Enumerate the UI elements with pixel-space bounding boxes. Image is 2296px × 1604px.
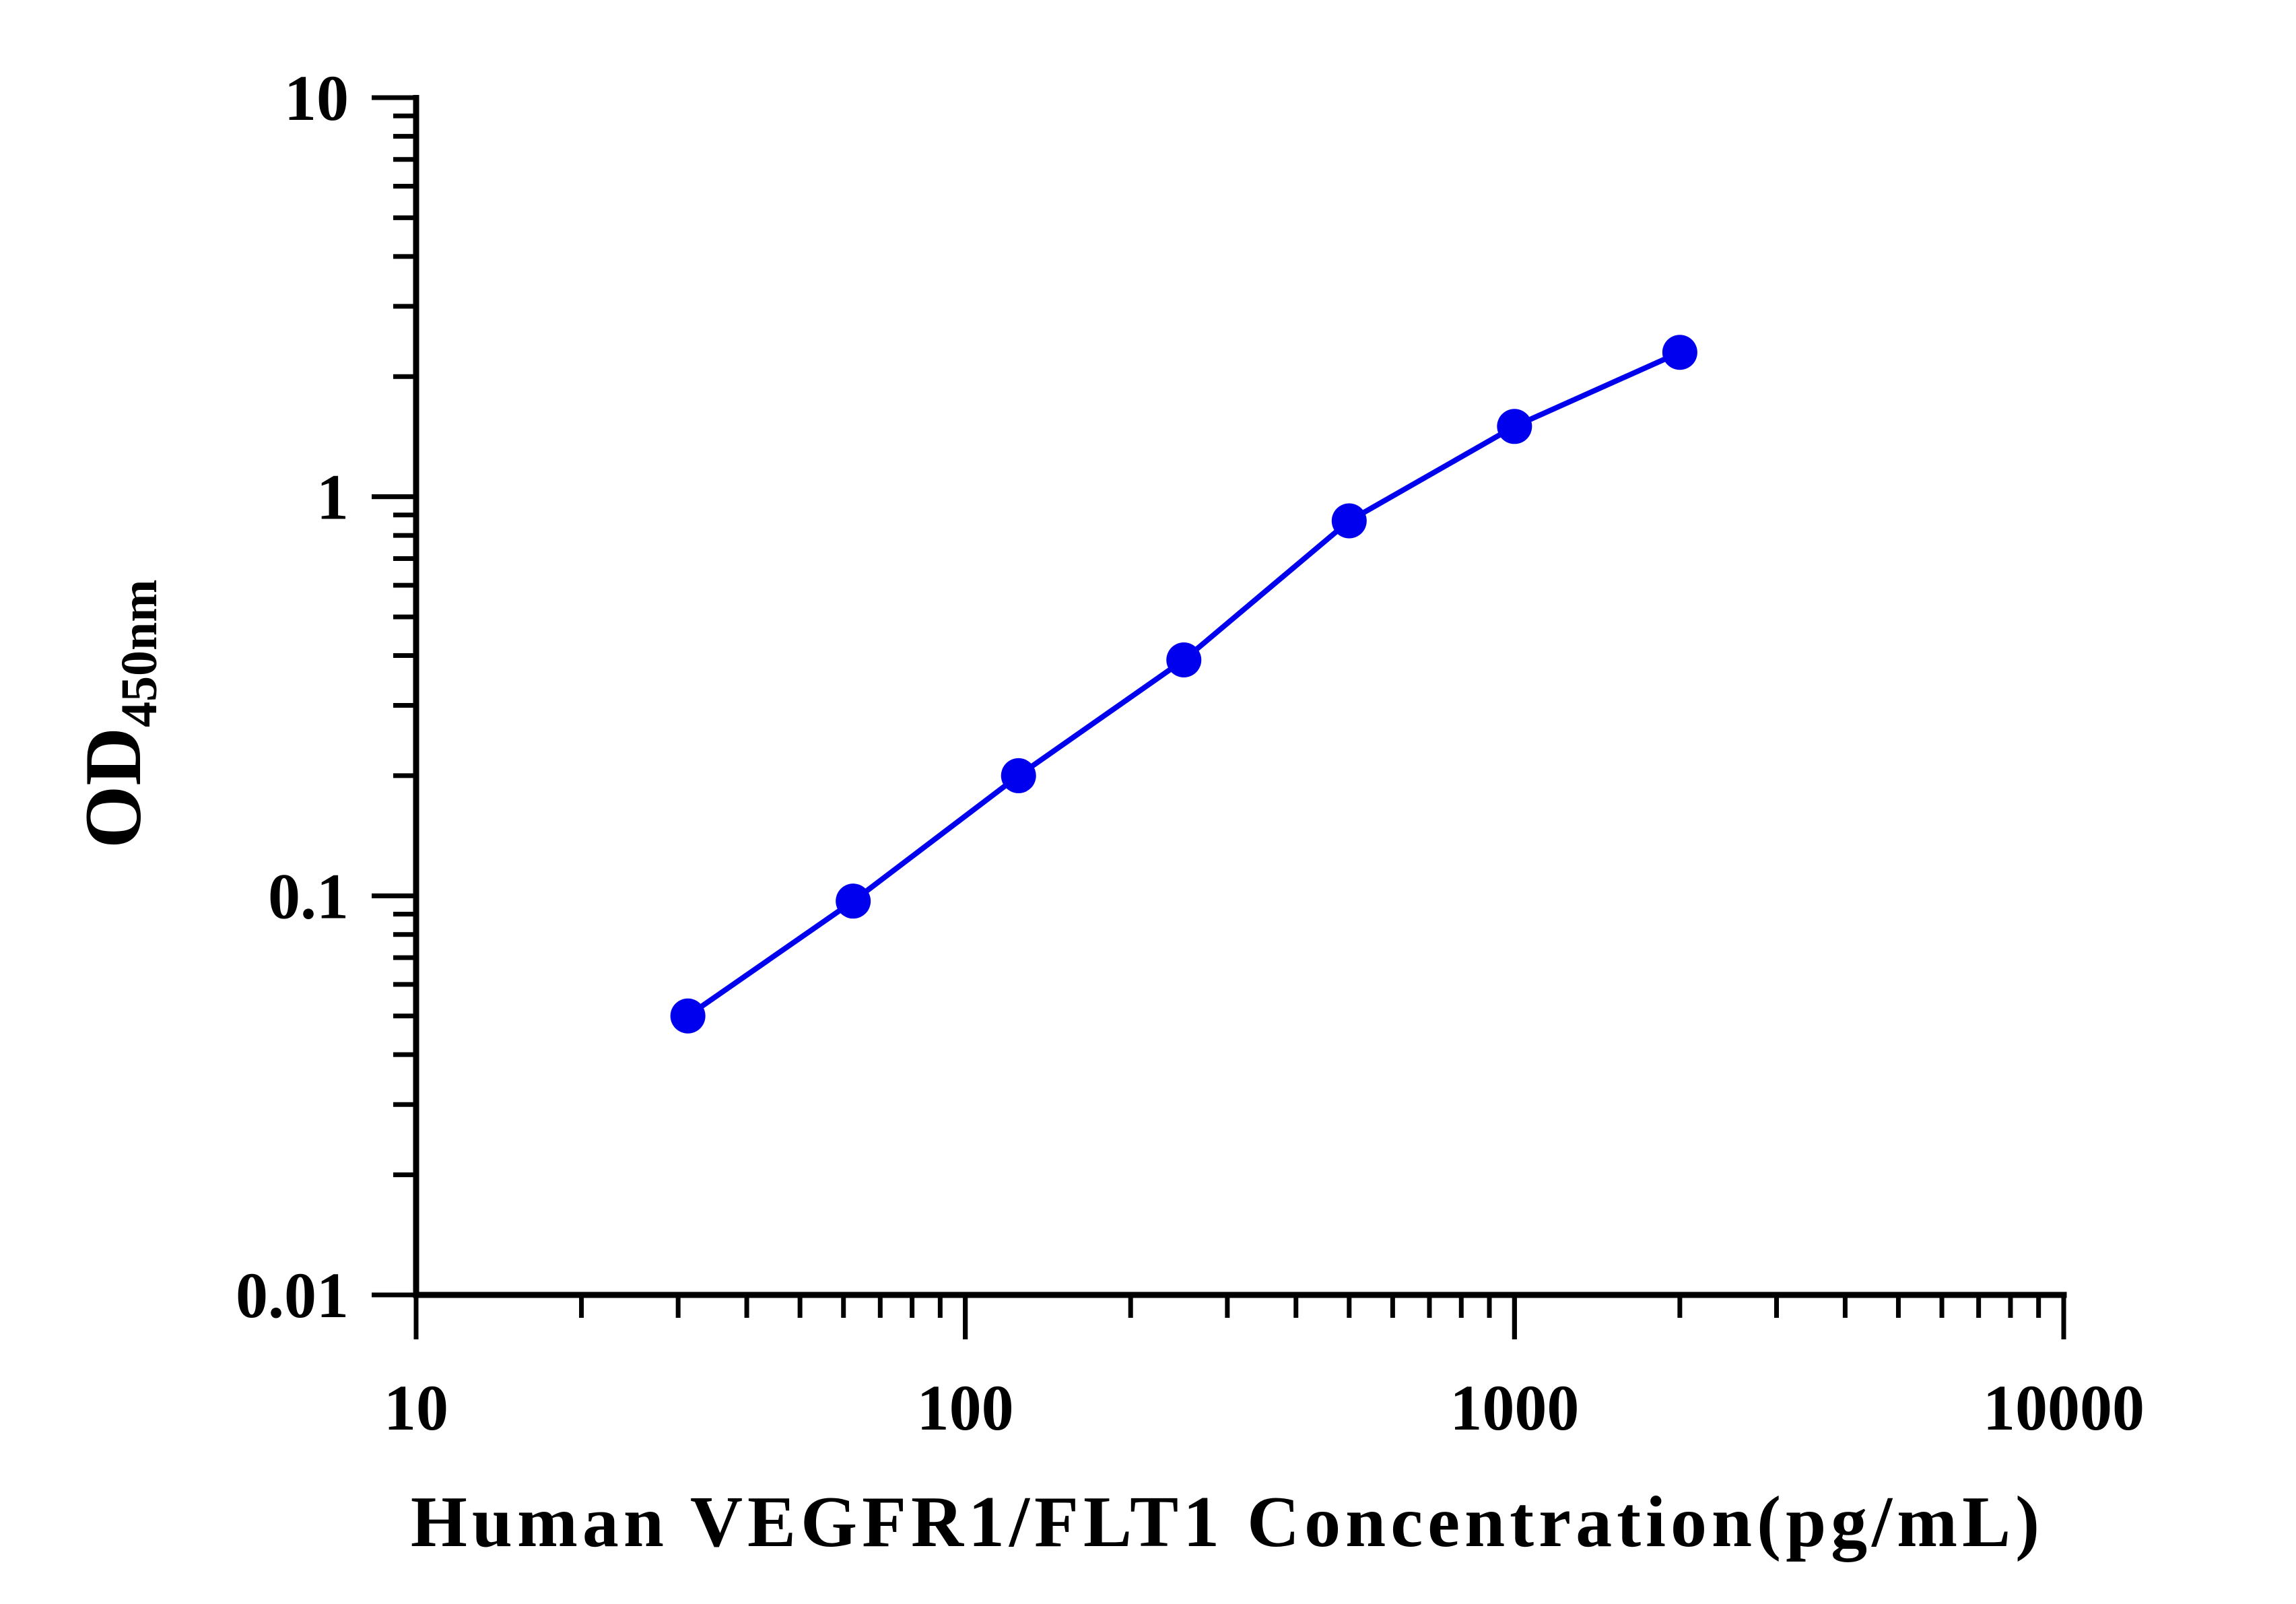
y-tick-label: 0.01 — [236, 1259, 349, 1331]
x-tick-label: 10000 — [1983, 1372, 2145, 1444]
data-point — [836, 883, 871, 919]
data-point — [1662, 335, 1697, 370]
axes — [413, 95, 2067, 1298]
svg-text:OD450nm: OD450nm — [68, 579, 168, 848]
x-tick-label: 1000 — [1450, 1372, 1579, 1444]
x-tick-label: 10 — [384, 1372, 448, 1444]
data-point — [1331, 503, 1367, 539]
data-point — [1497, 409, 1532, 444]
y-axis-title-subscript: 450nm — [111, 579, 168, 727]
tick-labels: 10 100 1000 10000 0.01 0.1 1 10 — [236, 62, 2145, 1444]
y-tick-label: 0.1 — [268, 860, 349, 932]
axis-ticks — [372, 95, 2066, 1339]
series-line — [686, 349, 1681, 1018]
y-axis-title-main: OD — [68, 727, 158, 848]
x-axis-title: Human VEGFR1/FLT1 Concentration(pg/mL) — [411, 1482, 2044, 1562]
series-layer — [670, 335, 1697, 1034]
data-point — [670, 998, 706, 1034]
y-tick-label: 1 — [316, 461, 349, 533]
y-axis-title: OD450nm — [68, 579, 168, 848]
data-point — [1001, 758, 1036, 793]
data-point — [1166, 642, 1202, 678]
x-tick-label: 100 — [917, 1372, 1014, 1444]
y-tick-label: 10 — [284, 62, 349, 134]
